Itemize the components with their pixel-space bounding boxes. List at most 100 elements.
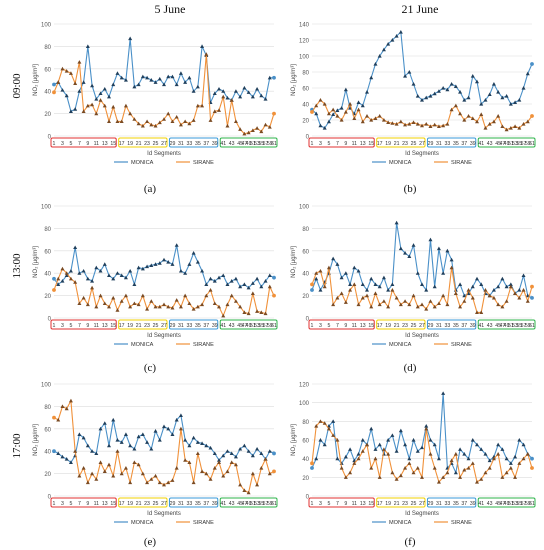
- data-point-monica: [170, 262, 175, 266]
- data-point-sirane: [318, 98, 323, 102]
- data-point-monica: [331, 112, 336, 116]
- x-tick-label: 59: [525, 141, 531, 147]
- data-point-sirane: [77, 473, 82, 478]
- data-point-monica: [68, 109, 73, 113]
- x-tick-label: 29: [428, 501, 434, 507]
- y-tick-label: 80: [302, 420, 309, 426]
- y-tick-label: 100: [299, 55, 310, 61]
- data-point-monica: [263, 279, 268, 283]
- data-point-monica: [162, 424, 166, 429]
- data-point-monica: [517, 438, 522, 442]
- data-point-sirane: [449, 458, 454, 463]
- data-point-monica: [398, 30, 403, 34]
- data-point-monica: [64, 457, 69, 461]
- data-point-sirane: [174, 298, 179, 302]
- data-point-sirane: [428, 452, 433, 456]
- data-point-sirane: [466, 466, 471, 470]
- y-tick-label: 80: [44, 405, 51, 411]
- data-point-monica: [441, 86, 446, 90]
- data-point-monica: [255, 276, 260, 281]
- data-point-monica: [102, 421, 107, 425]
- x-tick-label: 43: [487, 501, 493, 507]
- x-tick-label: 41: [478, 501, 484, 507]
- data-point-sirane: [322, 284, 327, 289]
- x-tick-label: 43: [229, 141, 235, 147]
- x-tick-label: 7: [336, 501, 339, 507]
- segment-box: [168, 137, 219, 148]
- x-tick-label: 59: [525, 501, 531, 507]
- data-point-sirane: [508, 126, 513, 130]
- data-point-sirane: [73, 449, 78, 453]
- data-point-sirane: [504, 299, 509, 303]
- x-tick-label: 41: [220, 141, 226, 147]
- y-tick-label: 40: [44, 272, 51, 278]
- x-tick-label: 35: [195, 501, 201, 507]
- y-tick-label: 40: [302, 103, 309, 109]
- data-point-sirane: [436, 480, 441, 484]
- data-point-sirane: [513, 475, 518, 479]
- segment-box: [426, 497, 477, 508]
- data-point-sirane: [381, 299, 386, 303]
- data-point-sirane: [496, 452, 501, 456]
- data-point-sirane: [170, 478, 175, 482]
- segment-box: [376, 319, 426, 330]
- data-point-monica: [166, 426, 171, 431]
- data-point-monica: [415, 94, 420, 98]
- data-point-monica: [212, 279, 217, 283]
- data-point-sirane: [530, 466, 534, 470]
- data-point-sirane: [259, 129, 264, 134]
- data-point-monica: [508, 282, 513, 286]
- data-point-monica: [411, 82, 416, 86]
- data-point-monica: [504, 94, 509, 98]
- x-tick-label: 1: [53, 501, 56, 507]
- series-line-monica: [53, 245, 275, 289]
- legend-entry-monica: MONICA: [389, 342, 412, 348]
- data-point-monica: [428, 237, 433, 242]
- data-point-monica: [119, 440, 124, 444]
- data-point-monica: [424, 95, 429, 100]
- data-point-sirane: [314, 103, 319, 108]
- legend-entry-monica: MONICA: [389, 520, 412, 526]
- x-tick-label: 7: [78, 141, 81, 147]
- data-point-monica: [225, 282, 230, 286]
- data-point-sirane: [335, 295, 340, 300]
- x-tick-label: 21: [136, 501, 142, 507]
- data-point-sirane: [90, 471, 95, 476]
- x-tick-label: 21: [394, 323, 400, 329]
- x-tick-label: 53: [254, 501, 260, 507]
- data-point-sirane: [491, 119, 496, 124]
- data-point-sirane: [225, 469, 230, 473]
- data-point-sirane: [339, 466, 344, 470]
- data-point-monica: [436, 89, 441, 93]
- x-tick-label: 45: [495, 323, 501, 329]
- data-point-sirane: [149, 299, 154, 303]
- x-tick-label: 13: [102, 141, 108, 147]
- data-point-sirane: [145, 307, 150, 311]
- x-tick-label: 43: [487, 323, 493, 329]
- column-header-21-june: 21 June: [401, 2, 439, 16]
- data-point-monica: [496, 90, 501, 94]
- data-point-monica: [85, 44, 90, 48]
- data-point-sirane: [517, 461, 522, 465]
- data-point-sirane: [191, 480, 196, 485]
- x-tick-label: 39: [212, 141, 218, 147]
- y-tick-label: 60: [302, 249, 309, 255]
- x-tick-label: 59: [525, 323, 531, 329]
- data-point-sirane: [140, 293, 145, 298]
- data-point-sirane: [102, 301, 107, 306]
- data-point-sirane: [255, 126, 260, 130]
- x-tick-label: 39: [470, 141, 476, 147]
- data-point-monica: [407, 70, 412, 74]
- chart-panel-a: 0 20 40 60 80 100 NO₂ [μg/m³] 1 3 5 7 9 11 13 15 17 19 21…: [28, 18, 280, 180]
- data-point-monica: [369, 75, 374, 80]
- y-tick-label: 60: [44, 427, 51, 433]
- data-point-sirane: [212, 466, 217, 470]
- data-point-monica: [318, 438, 323, 442]
- data-point-sirane: [525, 452, 530, 456]
- data-point-monica: [225, 449, 230, 453]
- data-point-sirane: [272, 111, 276, 116]
- data-point-sirane: [314, 271, 319, 275]
- data-point-sirane: [500, 124, 505, 128]
- data-point-monica: [326, 119, 331, 124]
- data-point-sirane: [475, 310, 479, 314]
